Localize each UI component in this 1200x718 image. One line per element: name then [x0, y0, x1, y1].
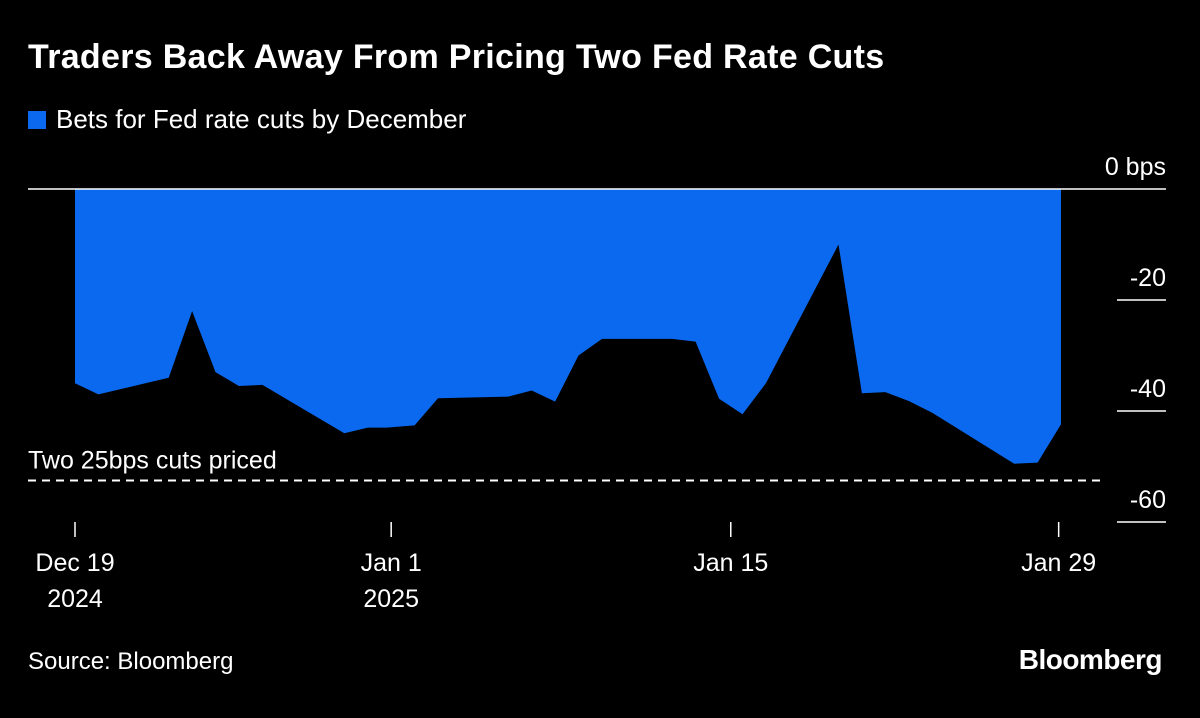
legend: Bets for Fed rate cuts by December: [28, 104, 466, 135]
x-tick-label: Dec 19: [35, 549, 114, 577]
y-tick-label: -60: [1130, 486, 1166, 514]
legend-swatch: [28, 110, 46, 129]
bloomberg-logo: Bloomberg: [1018, 644, 1163, 675]
chart-title: Traders Back Away From Pricing Two Fed R…: [28, 38, 885, 76]
x-tick-year-label: 2024: [47, 585, 103, 613]
x-tick-label: Jan 1: [361, 549, 422, 577]
x-tick-label: Jan 15: [693, 549, 768, 577]
y-tick-label: -20: [1130, 264, 1166, 292]
source-note: Source: Bloomberg: [28, 648, 234, 675]
y-tick-label: -40: [1130, 375, 1166, 403]
legend-label: Bets for Fed rate cuts by December: [56, 104, 467, 134]
x-tick-label: Jan 29: [1021, 549, 1096, 577]
y-tick-label: 0 bps: [1105, 153, 1166, 181]
plot-layer: 0 bps -20 -40 -60 Two 25bps cuts priced Dec 1…: [28, 153, 1166, 613]
x-tick-year-label: 2025: [363, 585, 419, 613]
series-area: [75, 189, 1061, 464]
reference-label: Two 25bps cuts priced: [28, 447, 277, 475]
